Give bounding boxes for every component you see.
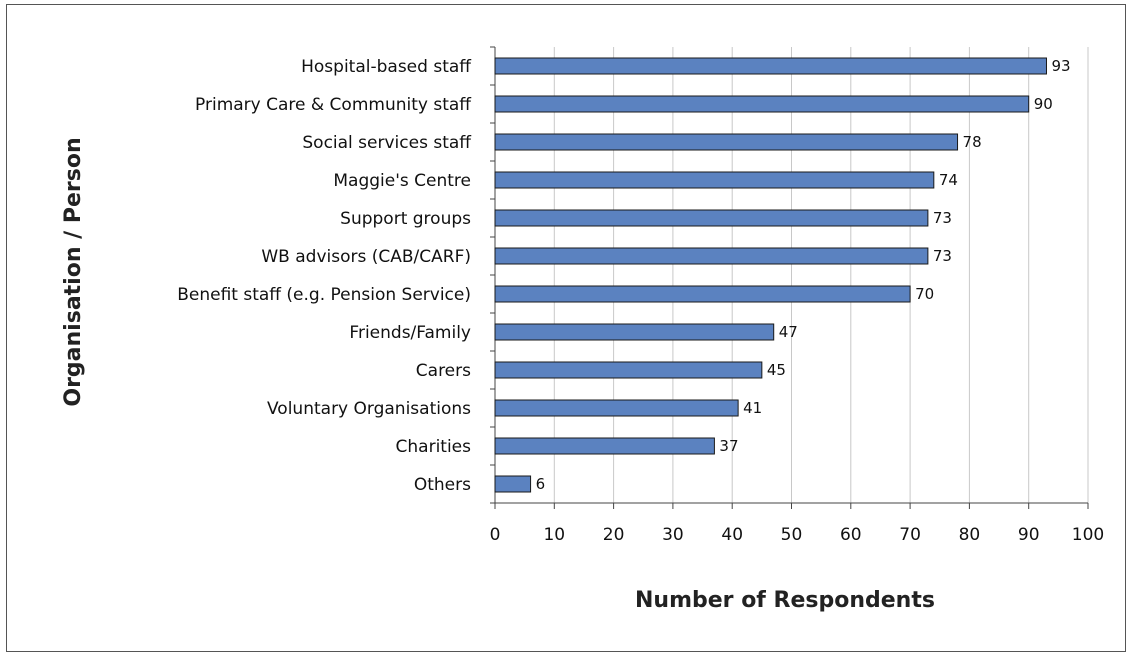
data-label: 70 — [915, 285, 934, 303]
data-label: 41 — [743, 399, 762, 417]
category-label: Carers — [416, 361, 471, 381]
data-label: 73 — [933, 247, 952, 265]
bar — [494, 133, 959, 151]
axes — [490, 46, 1089, 509]
category-label: Social services staff — [302, 133, 472, 153]
data-label: 74 — [939, 171, 958, 189]
data-label: 90 — [1034, 95, 1053, 113]
category-label: Friends/Family — [349, 323, 471, 343]
data-label: 47 — [779, 323, 798, 341]
category-label: Maggie's Centre — [333, 171, 471, 191]
category-label: Primary Care & Community staff — [195, 95, 472, 115]
bar — [494, 361, 763, 379]
category-label: Others — [414, 475, 471, 495]
x-tick-label: 90 — [1018, 525, 1040, 545]
data-label: 78 — [963, 133, 982, 151]
category-label: Voluntary Organisations — [267, 399, 471, 419]
bar — [494, 57, 1047, 75]
category-label: Charities — [396, 437, 472, 457]
x-tick-label: 50 — [781, 525, 803, 545]
x-tick-label: 0 — [490, 525, 501, 545]
x-tick-label: 60 — [840, 525, 862, 545]
bar — [494, 247, 929, 265]
x-tick-label: 20 — [603, 525, 625, 545]
category-label: Benefit staff (e.g. Pension Service) — [177, 285, 471, 305]
category-labels: Hospital-based staff Primary Care & Commu… — [177, 57, 472, 495]
data-label: 6 — [536, 475, 546, 493]
data-label: 37 — [719, 437, 738, 455]
category-label: Support groups — [340, 209, 471, 229]
x-tick-label: 100 — [1072, 525, 1104, 545]
x-tick-labels: 0 10 20 30 40 50 60 70 80 90 100 — [490, 525, 1105, 545]
gridlines — [553, 47, 1089, 503]
data-labels: 93 90 78 74 73 73 70 47 45 41 37 6 — [536, 57, 1071, 493]
x-tick-label: 30 — [662, 525, 684, 545]
category-label: Hospital-based staff — [301, 57, 472, 77]
x-axis-title: Number of Respondents — [635, 588, 935, 613]
data-label: 45 — [767, 361, 786, 379]
bar — [494, 323, 775, 341]
data-label: 73 — [933, 209, 952, 227]
bar — [494, 475, 532, 493]
bar — [494, 285, 911, 303]
bar — [494, 209, 929, 227]
x-tick-label: 70 — [899, 525, 921, 545]
category-label: WB advisors (CAB/CARF) — [261, 247, 471, 267]
x-tick-label: 80 — [959, 525, 981, 545]
bars — [494, 57, 1047, 493]
bar — [494, 437, 715, 455]
x-tick-label: 10 — [543, 525, 565, 545]
y-axis-title: Organisation / Person — [61, 137, 86, 406]
data-label: 93 — [1051, 57, 1070, 75]
bar — [494, 95, 1030, 113]
bar — [494, 399, 739, 417]
x-tick-label: 40 — [721, 525, 743, 545]
bar — [494, 171, 935, 189]
